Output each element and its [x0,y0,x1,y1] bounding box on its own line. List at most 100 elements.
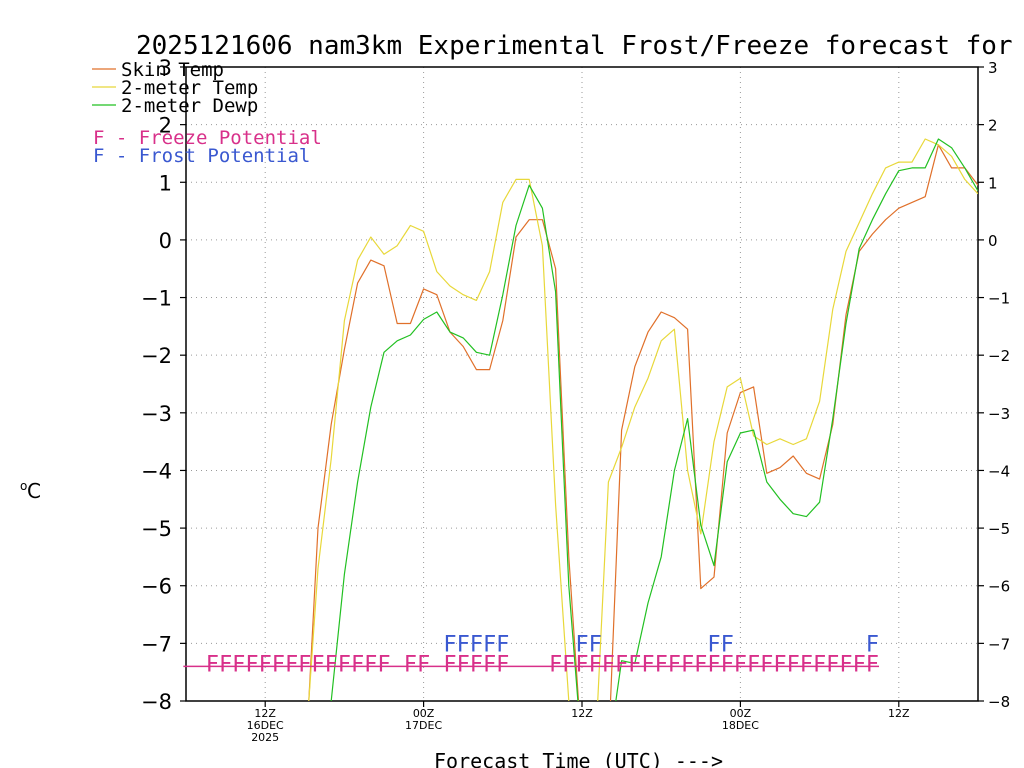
y-tick-label-left: 2 [159,114,172,138]
frost-flag: F [575,632,588,657]
frost-flag: F [707,632,720,657]
y-tick-label-left: 3 [159,56,172,80]
frost-flag: F [866,632,879,657]
freeze-flag: F [562,653,575,678]
freeze-flag: F [589,653,602,678]
freeze-flag: F [470,653,483,678]
degree-symbol: o [20,479,27,493]
freeze-flag: F [298,653,311,678]
y-tick-label-left: −5 [141,517,172,541]
freeze-flag: F [641,653,654,678]
y-tick-label-left: −7 [141,632,172,656]
freeze-flag: F [206,653,219,678]
legend-label-2m-temp: 2-meter Temp [121,77,258,99]
freeze-flag: F [325,653,338,678]
freeze-flag: F [259,653,272,678]
y-tick-label-right: 2 [988,117,998,135]
x-tick-label: 16DEC [247,719,284,732]
freeze-flag: F [787,653,800,678]
frost-flag: F [457,632,470,657]
y-axis-label: o C [20,479,41,503]
freeze-flag: F [285,653,298,678]
x-tick-label: 00Z [413,707,435,720]
series-line-skin-temp [308,144,978,701]
x-tick-label: 2025 [251,731,279,744]
legend-label-2m-dewp: 2-meter Dewp [121,95,258,117]
y-tick-label-left: 1 [159,171,172,195]
freeze-flag: F [668,653,681,678]
freeze-flag: F [747,653,760,678]
y-tick-label-right: −1 [988,290,1010,308]
frost-flag: F [496,632,509,657]
freeze-flag: F [602,653,615,678]
freeze-flag: F [800,653,813,678]
y-tick-label-right: −7 [988,635,1010,653]
freeze-flag: F [813,653,826,678]
freeze-flag: F [826,653,839,678]
freeze-flag: F [549,653,562,678]
freeze-flag: F [496,653,509,678]
freeze-flag: F [773,653,786,678]
freeze-flag: F [575,653,588,678]
frost-flag: F [443,632,456,657]
freeze-flag: F [245,653,258,678]
frost-flag: F [721,632,734,657]
y-tick-label-right: −8 [988,693,1010,711]
y-tick-label-right: −3 [988,405,1010,423]
legend-frost-potential: F - Frost Potential [93,145,310,167]
y-tick-label-right: −6 [988,578,1010,596]
freeze-flag: F [760,653,773,678]
chart-title: 2025121606 nam3km Experimental Frost/Fre… [136,31,1024,61]
freeze-flag: F [734,653,747,678]
series-lines [308,138,978,701]
y-tick-label-right: 1 [988,174,998,192]
frost-flag: F [589,632,602,657]
freeze-flag: F [483,653,496,678]
y-tick-label-left: −1 [141,287,172,311]
freeze-flag: F [443,653,456,678]
y-tick-label-left: −8 [141,690,172,714]
x-tick-label: 12Z [571,707,593,720]
freeze-flag: F [655,653,668,678]
y-tick-label-right: 0 [988,232,998,250]
legend-label-skin-temp: Skin Temp [121,59,224,81]
grid-lines [186,67,978,701]
y-tick-label-right: −4 [988,462,1010,480]
y-tick-label-left: −4 [141,459,172,483]
freeze-flag: F [694,653,707,678]
freeze-flag: F [417,653,430,678]
y-tick-label-right: −5 [988,520,1010,538]
celsius-unit: C [27,479,41,503]
freeze-flag: F [351,653,364,678]
x-axis-label: Forecast Time (UTC) ---> [434,749,723,768]
freeze-flag: F [377,653,390,678]
freeze-flag: F [364,653,377,678]
y-tick-label-right: −2 [988,347,1010,365]
freeze-flag: F [615,653,628,678]
y-tick-label-left: −6 [141,575,172,599]
freeze-flag: F [311,653,324,678]
y-axis-ticks: 3 3 2 2 1 1 0 0 −1 −1 −2 −2 −3 −3 −4 −4 −5 −5 −6 −6 −7 −7 −8 −8 [141,56,1010,714]
freeze-flag: F [404,653,417,678]
x-tick-label: 18DEC [722,719,759,732]
y-tick-label-left: 0 [159,229,172,253]
freeze-flag: F [272,653,285,678]
x-tick-label: 17DEC [405,719,442,732]
series-line-2-meter-temp [308,138,978,701]
frost-flag: F [483,632,496,657]
legend-freeze-potential: F - Freeze Potential [93,127,322,149]
freeze-flag: F [232,653,245,678]
y-tick-label-left: −3 [141,402,172,426]
freeze-flag: F [721,653,734,678]
y-tick-label-left: −2 [141,344,172,368]
freeze-flag: F [219,653,232,678]
freeze-flag: F [681,653,694,678]
x-tick-label: 00Z [730,707,752,720]
freeze-flag: F [866,653,879,678]
y-tick-label-right: 3 [988,59,998,77]
freeze-flag: F [338,653,351,678]
freeze-flag: F [628,653,641,678]
